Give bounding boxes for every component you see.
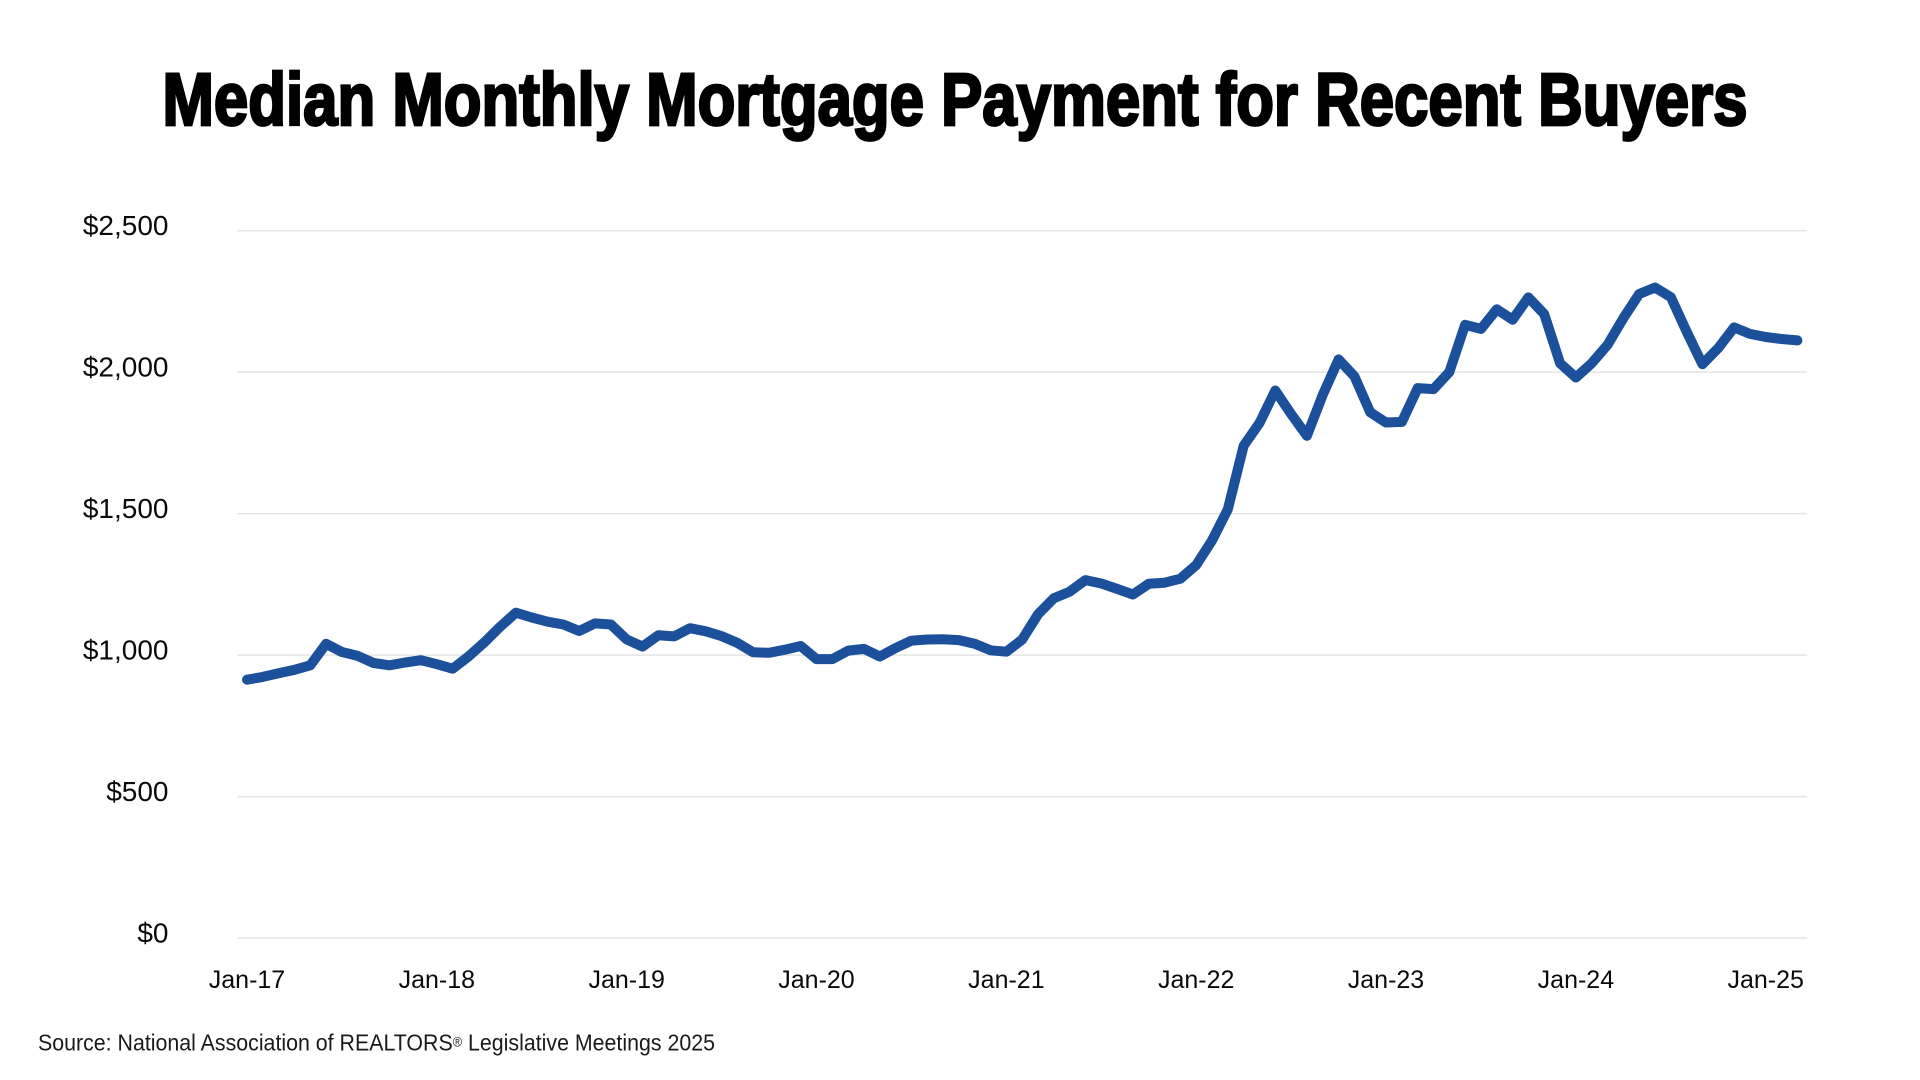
svg-text:Jan-22: Jan-22 [1158,966,1234,994]
svg-text:Jan-21: Jan-21 [968,966,1044,994]
svg-text:Median Monthly Mortgage Paymen: Median Monthly Mortgage Payment for Rece… [163,58,1748,141]
svg-text:Jan-23: Jan-23 [1348,966,1424,994]
svg-text:Source: National Association o: Source: National Association of REALTORS… [38,1030,715,1056]
svg-text:Jan-18: Jan-18 [399,966,475,994]
svg-text:$0: $0 [137,918,168,949]
svg-text:Jan-20: Jan-20 [778,966,854,994]
svg-text:$2,500: $2,500 [83,210,169,241]
svg-text:Jan-24: Jan-24 [1538,966,1615,994]
svg-text:Jan-17: Jan-17 [209,966,285,994]
svg-text:Jan-25: Jan-25 [1727,966,1803,994]
svg-text:$2,000: $2,000 [83,352,169,383]
svg-text:$1,500: $1,500 [83,493,169,524]
svg-text:Jan-19: Jan-19 [588,966,664,994]
svg-text:$500: $500 [106,776,168,807]
svg-text:$1,000: $1,000 [83,635,169,666]
